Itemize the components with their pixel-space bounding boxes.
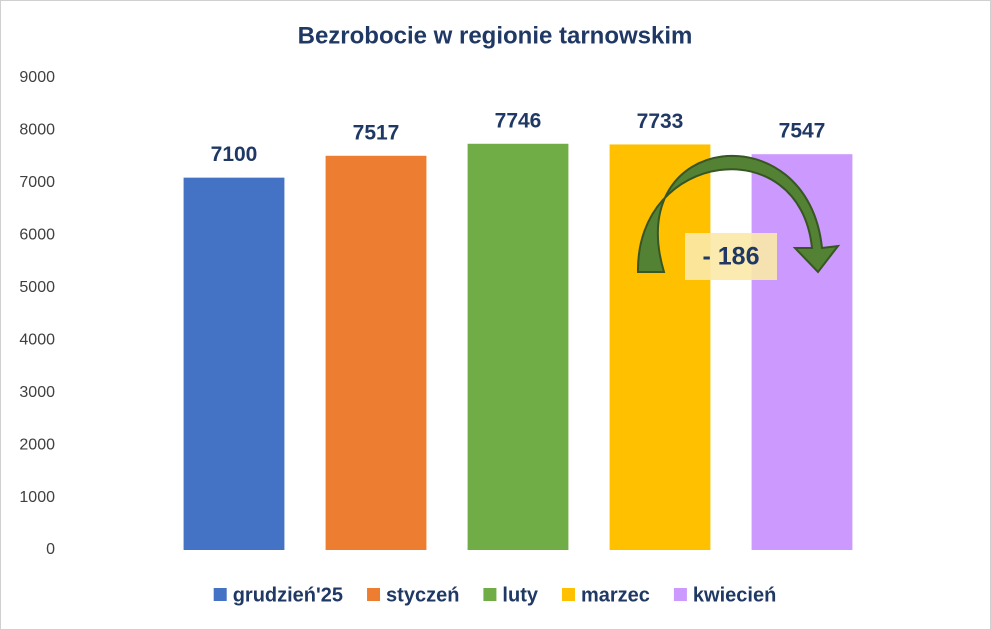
y-tick-label: 3000 (19, 384, 55, 401)
value-label: 7517 (353, 121, 400, 144)
bar (183, 177, 285, 550)
y-tick-label: 7000 (19, 174, 55, 191)
y-tick-label: 1000 (19, 489, 55, 506)
bar (325, 155, 427, 550)
y-tick-label: 9000 (19, 69, 55, 86)
annotation: - 186 (703, 243, 760, 271)
plot: 0 1000 2000 3000 4000 5000 6000 7000 8000 9000 710… (19, 69, 853, 558)
y-tick-label: 4000 (19, 331, 55, 348)
legend: grudzień'25 styczeń luty marzec kwiecień (213, 584, 776, 606)
value-label: 7733 (637, 110, 684, 133)
legend-swatch (561, 588, 575, 601)
bar (751, 154, 853, 550)
legend-swatch (367, 588, 381, 601)
legend-label: luty (502, 584, 538, 606)
bar (467, 143, 569, 551)
y-tick-label: 5000 (19, 279, 55, 296)
legend-swatch (213, 588, 227, 601)
y-tick-label: 0 (46, 541, 55, 558)
value-label: 7746 (495, 109, 542, 132)
legend-swatch (483, 588, 497, 601)
y-tick-label: 8000 (19, 122, 55, 139)
curved-arrow (636, 154, 841, 274)
chart-title: Bezrobocie w regionie tarnowskim (298, 22, 693, 49)
legend-label: kwiecień (693, 584, 776, 606)
legend-label: marzec (581, 584, 650, 606)
annotation-arrow: - 186 (636, 154, 841, 280)
legend-label: grudzień'25 (233, 584, 343, 606)
legend-label: styczeń (386, 584, 459, 606)
y-tick-label: 6000 (19, 227, 55, 244)
legend-swatch (673, 588, 687, 601)
y-tick-label: 2000 (19, 436, 55, 453)
value-label: 7547 (779, 120, 826, 143)
value-label: 7100 (211, 143, 258, 166)
annotation-box (685, 233, 777, 280)
